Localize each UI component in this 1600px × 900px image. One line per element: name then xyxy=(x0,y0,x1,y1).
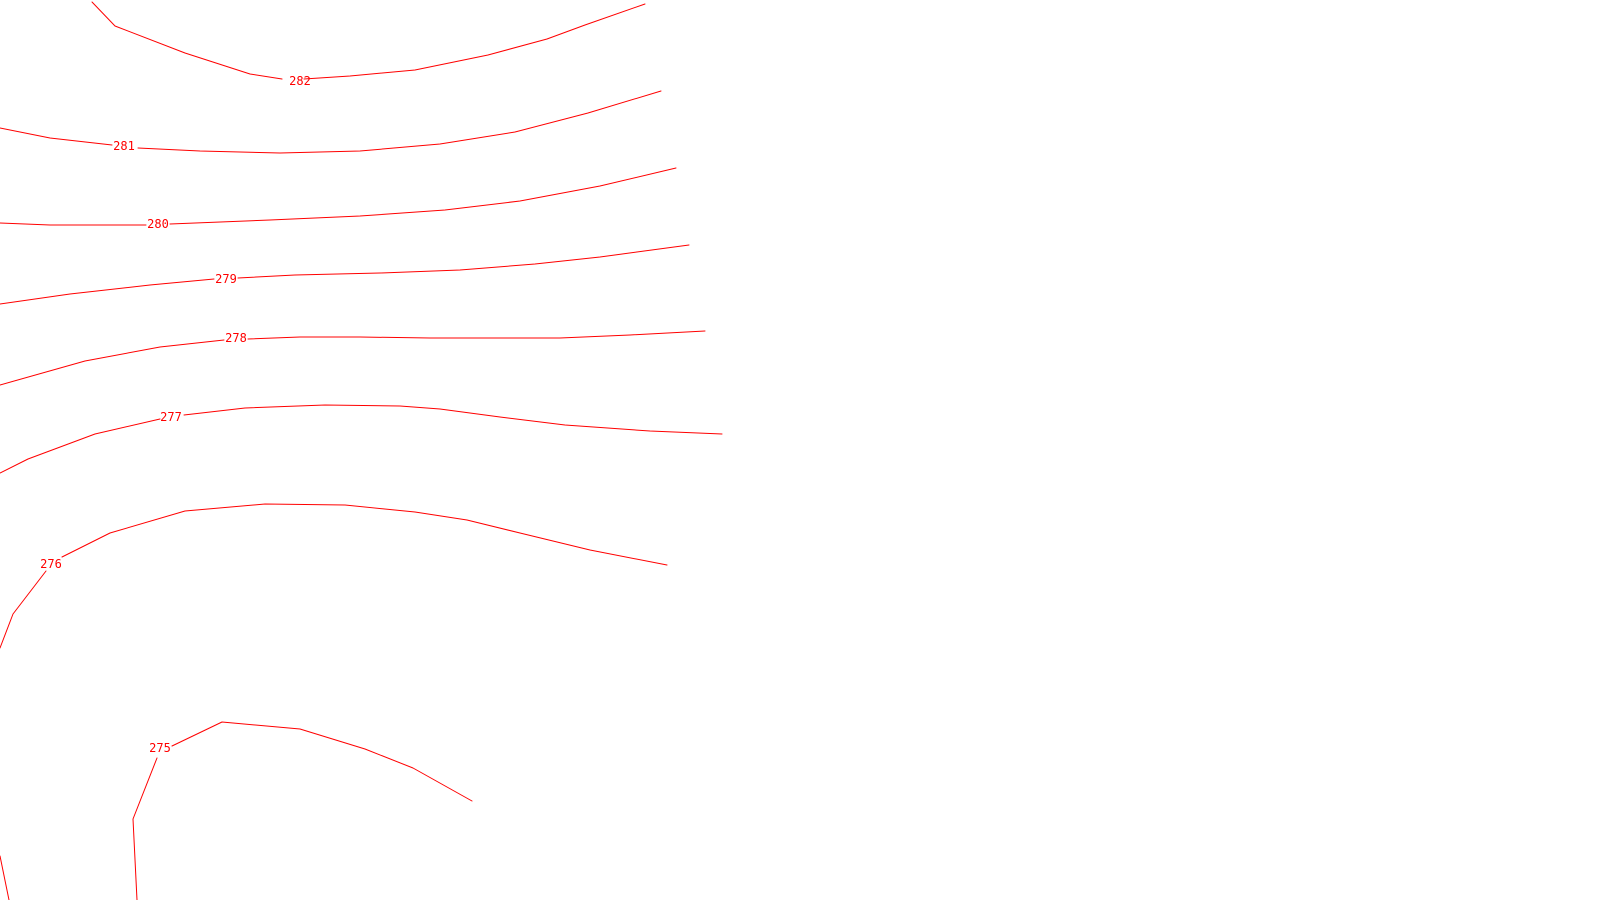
contour-280: 280 xyxy=(0,167,677,231)
contour-line-281 xyxy=(0,127,113,146)
contour-281: 281 xyxy=(0,90,662,154)
contour-label-282: 282 xyxy=(289,74,311,88)
contour-line-279 xyxy=(0,278,215,305)
contour-label-276: 276 xyxy=(40,557,62,571)
contour-label-281: 281 xyxy=(113,139,135,153)
contour-277: 277 xyxy=(0,404,723,474)
contour-label-277: 277 xyxy=(160,410,182,424)
contour-line-281-b xyxy=(137,90,662,154)
contour-line-282 xyxy=(91,1,283,80)
contour-label-280: 280 xyxy=(147,217,169,231)
contour-line-277-b xyxy=(183,404,723,435)
contour-line-280 xyxy=(0,222,147,226)
contour-275: 275 xyxy=(0,721,473,900)
contour-276: 276 xyxy=(0,503,668,649)
contour-label-278: 278 xyxy=(225,331,247,345)
contour-line-275-b xyxy=(171,721,473,802)
contour-278: 278 xyxy=(0,330,706,386)
contour-label-275: 275 xyxy=(149,741,171,755)
contour-line-276-b xyxy=(61,503,668,566)
contour-282: 282 xyxy=(91,1,646,88)
contour-line-275-c xyxy=(0,855,10,900)
contour-line-279-b xyxy=(237,244,690,279)
contour-279: 279 xyxy=(0,244,690,305)
contour-line-276 xyxy=(0,570,47,649)
contour-line-278-b xyxy=(247,330,706,340)
contour-line-278 xyxy=(0,339,225,386)
contour-line-277 xyxy=(0,418,161,474)
contour-label-279: 279 xyxy=(215,272,237,286)
contour-line-282-b xyxy=(303,3,646,80)
contour-line-280-b xyxy=(169,167,677,225)
contour-line-275 xyxy=(132,757,158,900)
